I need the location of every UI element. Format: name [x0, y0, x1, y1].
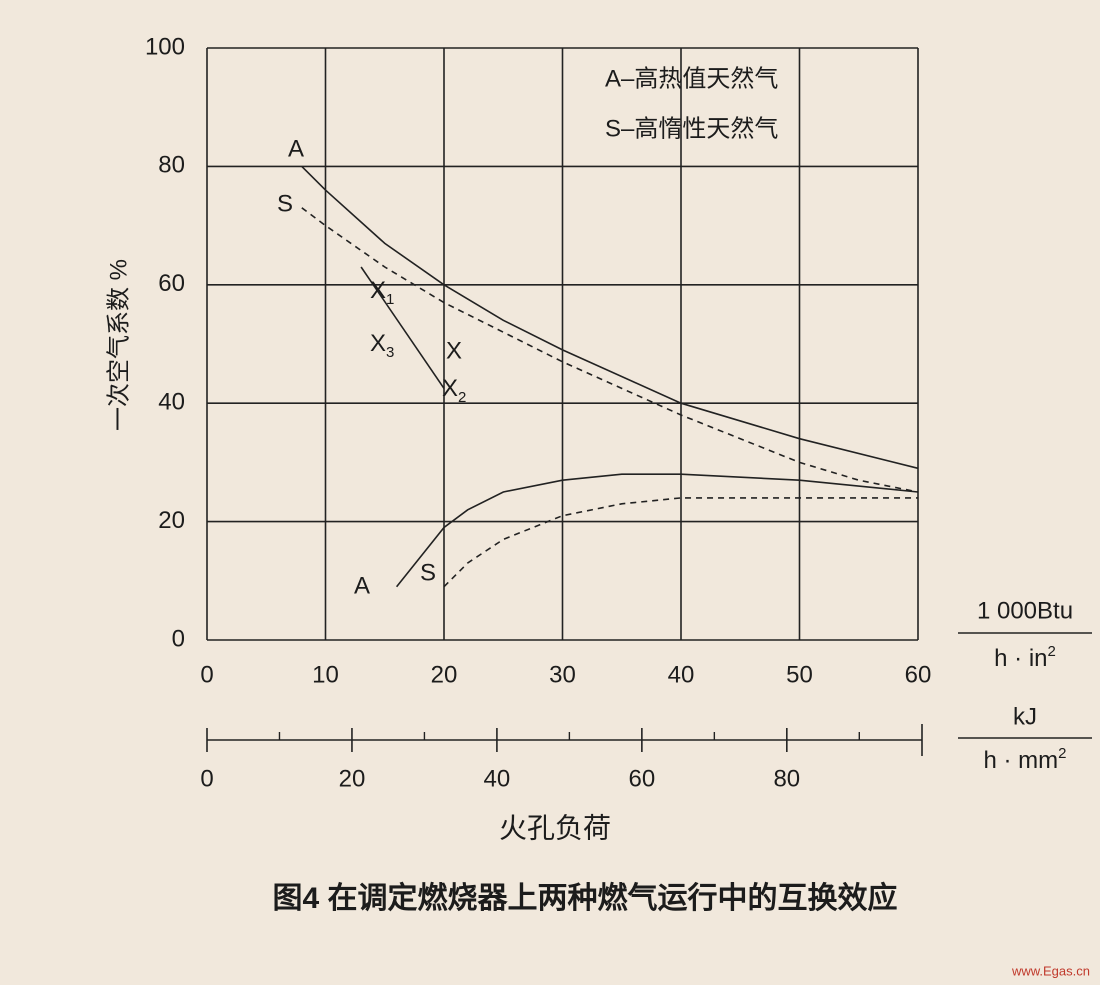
- series-label: A: [354, 572, 370, 599]
- series-label: S: [277, 190, 293, 217]
- annotation-text: X: [370, 330, 386, 357]
- x-tick-label: 40: [668, 661, 695, 688]
- x-tick-label: 60: [905, 661, 932, 688]
- annotation: X3: [370, 330, 394, 361]
- annotation: X2: [442, 375, 466, 406]
- annotation: X1: [370, 277, 394, 308]
- annotation-sub: 2: [458, 389, 466, 406]
- y-tick-label: 0: [172, 625, 185, 652]
- x2-unit-bottom: h · mm2: [983, 745, 1066, 774]
- x2-tick-label: 40: [484, 765, 511, 792]
- annotation-text: X: [442, 375, 458, 402]
- x-tick-label: 50: [786, 661, 813, 688]
- x-unit-top: 1 000Btu: [977, 597, 1073, 624]
- series-label: X: [446, 337, 462, 364]
- y-tick-label: 40: [158, 389, 185, 416]
- watermark: www.Egas.cn: [1011, 963, 1090, 978]
- x-tick-label: 20: [431, 661, 458, 688]
- x2-tick-label: 60: [629, 765, 656, 792]
- y-tick-label: 80: [158, 152, 185, 179]
- annotation-text: X: [370, 277, 386, 304]
- annotation-sub: 3: [386, 344, 394, 361]
- x2-tick-label: 0: [200, 765, 213, 792]
- x2-tick-label: 80: [773, 765, 800, 792]
- caption: 图4 在调定燃烧器上两种燃气运行中的互换效应: [272, 881, 897, 915]
- x-tick-label: 0: [200, 661, 213, 688]
- legend-note: A–高热值天然气: [605, 65, 778, 92]
- series-line: [301, 165, 919, 470]
- series-line: [443, 497, 918, 588]
- series-line: [395, 473, 919, 588]
- legend-note: S–高惰性天然气: [605, 115, 778, 142]
- series-label: S: [420, 559, 436, 586]
- series-label: A: [288, 135, 304, 162]
- x-tick-label: 30: [549, 661, 576, 688]
- x-axis-label: 火孔负荷: [499, 812, 611, 843]
- x2-tick-label: 20: [339, 765, 366, 792]
- x-tick-label: 10: [312, 661, 339, 688]
- x-unit-bottom: h · in2: [994, 643, 1056, 672]
- y-axis-label: 一次空气系数 %: [105, 259, 132, 431]
- y-tick-label: 60: [158, 270, 185, 297]
- y-tick-label: 100: [145, 33, 185, 60]
- y-tick-label: 20: [158, 507, 185, 534]
- annotation-sub: 1: [386, 291, 394, 308]
- series-line: [360, 266, 445, 389]
- x2-unit-top: kJ: [1013, 703, 1037, 730]
